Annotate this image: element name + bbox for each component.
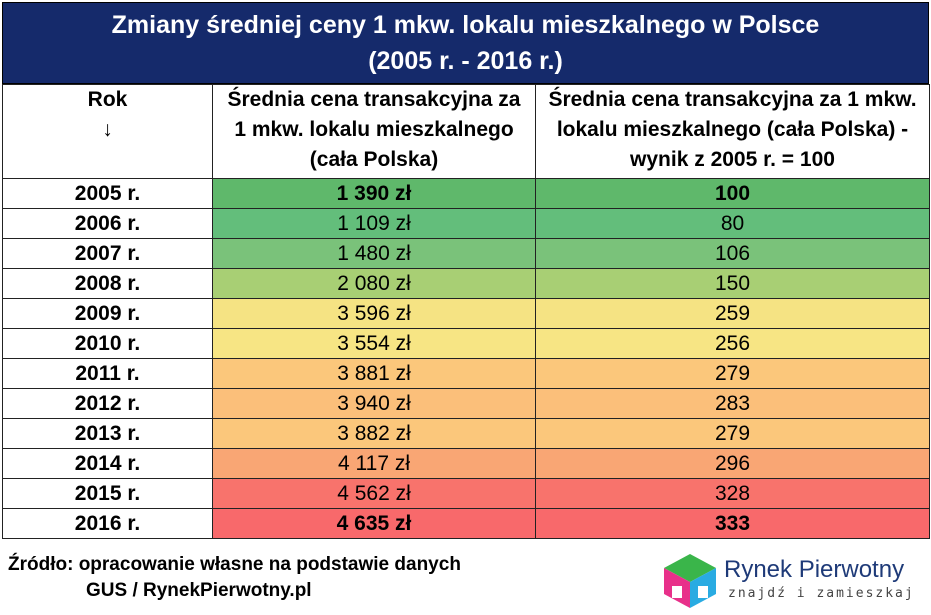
title-line-1: Zmiany średniej ceny 1 mkw. lokalu miesz… [111,11,820,39]
source-note: Źródło: opracowanie własne na podstawie … [8,552,461,604]
year-cell: 2008 r. [2,268,213,299]
year-cell: 2005 r. [2,178,213,209]
year-cell: 2012 r. [2,388,213,419]
table-row: 2010 r. 3 554 zł 256 [2,328,930,359]
header-index: Średnia cena transakcyjna za 1 mkw. loka… [535,84,930,179]
year-cell: 2016 r. [2,508,213,539]
table-row: 2014 r. 4 117 zł 296 [2,448,930,479]
title-line-2: (2005 r. - 2016 r.) [368,47,563,75]
price-cell: 1 109 zł [212,208,536,239]
table-title: Zmiany średniej ceny 1 mkw. lokalu miesz… [2,2,929,84]
year-cell: 2013 r. [2,418,213,449]
price-cell: 4 562 zł [212,478,536,509]
year-cell: 2015 r. [2,478,213,509]
year-cell: 2009 r. [2,298,213,329]
price-cell: 3 881 zł [212,358,536,389]
index-cell: 328 [535,478,930,509]
header-row: Rok ↓ Średnia cena transakcyjna za 1 mkw… [2,84,930,179]
index-cell: 256 [535,328,930,359]
table-row: 2015 r. 4 562 zł 328 [2,478,930,509]
price-cell: 2 080 zł [212,268,536,299]
table-row: 2011 r. 3 881 zł 279 [2,358,930,389]
table-row: 2009 r. 3 596 zł 259 [2,298,930,329]
price-cell: 1 480 zł [212,238,536,269]
header-price: Średnia cena transakcyjna za 1 mkw. loka… [212,84,536,179]
header-year-label: Rok [87,88,128,111]
index-cell: 279 [535,418,930,449]
table-row: 2006 r. 1 109 zł 80 [2,208,930,239]
table-row: 2007 r. 1 480 zł 106 [2,238,930,269]
index-cell: 106 [535,238,930,269]
table-row: 2012 r. 3 940 zł 283 [2,388,930,419]
price-table: Rok ↓ Średnia cena transakcyjna za 1 mkw… [2,84,930,539]
year-cell: 2010 r. [2,328,213,359]
index-cell: 100 [535,178,930,209]
table-row: 2005 r. 1 390 zł 100 [2,178,930,209]
year-cell: 2011 r. [2,358,213,389]
price-cell: 3 882 zł [212,418,536,449]
index-cell: 150 [535,268,930,299]
header-price-label: Średnia cena transakcyjna za 1 mkw. loka… [227,88,521,171]
index-cell: 259 [535,298,930,329]
price-cell: 4 635 zł [212,508,536,539]
source-line-2: GUS / RynekPierwotny.pl [86,580,312,601]
house-icon [664,554,716,608]
table-row: 2008 r. 2 080 zł 150 [2,268,930,299]
year-cell: 2014 r. [2,448,213,479]
price-cell: 3 596 zł [212,298,536,329]
down-arrow-icon: ↓ [102,118,113,141]
table-row: 2016 r. 4 635 zł 333 [2,508,930,539]
index-cell: 279 [535,358,930,389]
header-year: Rok ↓ [2,84,213,179]
rynek-pierwotny-logo: Rynek Pierwotny znajdź i zamieszkaj [662,552,927,610]
header-index-label: Średnia cena transakcyjna za 1 mkw. loka… [548,88,917,171]
index-cell: 80 [535,208,930,239]
logo-tagline: znajdź i zamieszkaj [728,586,915,601]
price-cell: 1 390 zł [212,178,536,209]
year-cell: 2006 r. [2,208,213,239]
index-cell: 296 [535,448,930,479]
price-cell: 3 940 zł [212,388,536,419]
price-cell: 3 554 zł [212,328,536,359]
table-row: 2013 r. 3 882 zł 279 [2,418,930,449]
year-cell: 2007 r. [2,238,213,269]
logo-name: Rynek Pierwotny [724,556,905,583]
index-cell: 283 [535,388,930,419]
price-cell: 4 117 zł [212,448,536,479]
index-cell: 333 [535,508,930,539]
source-line-1: Źródło: opracowanie własne na podstawie … [8,554,461,575]
